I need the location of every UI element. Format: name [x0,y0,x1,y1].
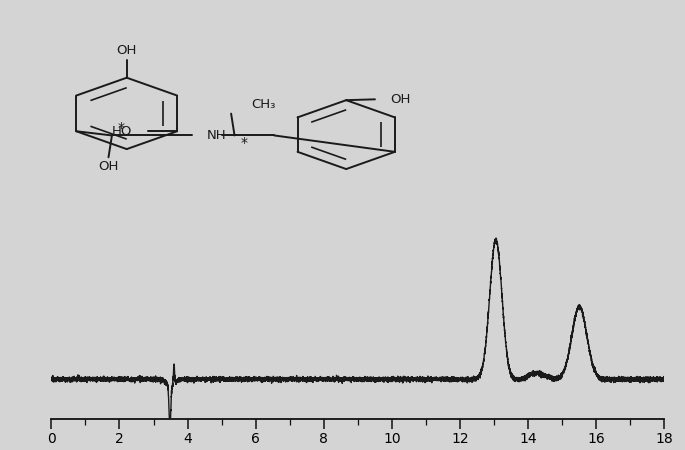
Text: *: * [240,136,247,150]
Text: CH₃: CH₃ [251,98,276,111]
Text: OH: OH [99,160,119,173]
Text: *: * [118,121,125,135]
Text: OH: OH [390,93,411,106]
Text: OH: OH [116,44,137,57]
Text: HO: HO [112,125,133,138]
Text: NH: NH [207,129,227,142]
